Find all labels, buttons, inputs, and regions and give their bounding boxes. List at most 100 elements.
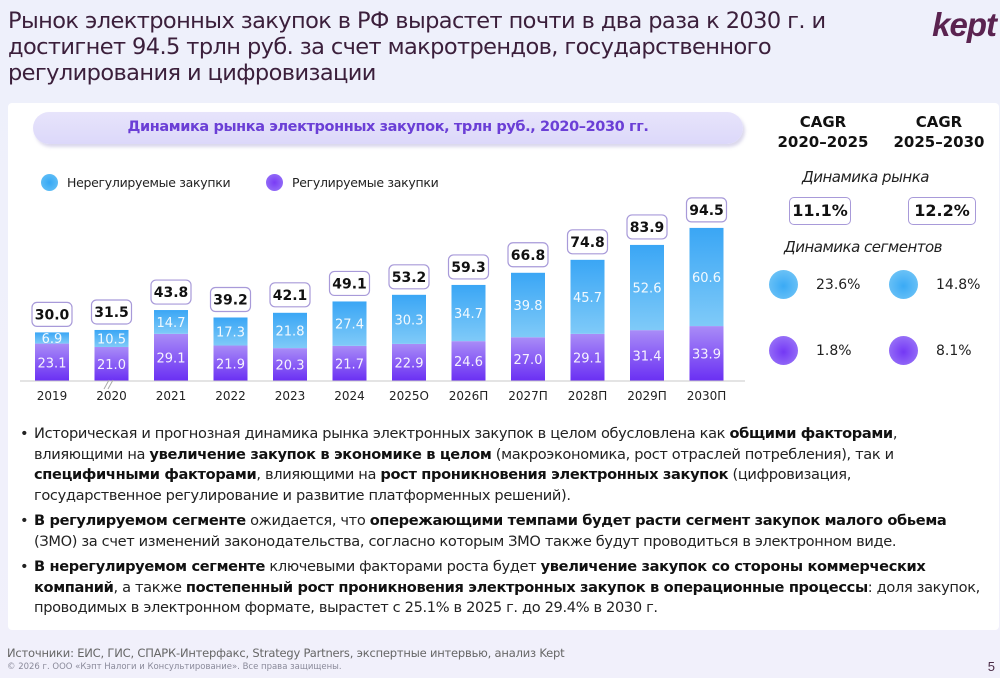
x-tick-label: 2030П (687, 389, 727, 403)
cagr-header-period: 2020–2025 (777, 133, 869, 151)
bullet-emphasis: опережающими темпами будет расти сегмент… (369, 512, 947, 529)
total-label-box (90, 299, 133, 325)
x-tick-label: 2020 (96, 389, 127, 403)
bar-label-unregulated: 14.7 (157, 316, 186, 331)
cagr-header-period: 2025–2030 (893, 133, 985, 151)
legend-item-unregulated: Нерегулируемые закупки (41, 174, 231, 191)
total-label: 83.9 (630, 220, 665, 236)
x-tick-label: 2024 (334, 389, 365, 403)
cagr-header-label: CAGR (915, 113, 963, 131)
key-findings-list: Историческая и прогнозная динамика рынка… (20, 424, 980, 624)
bar-unregulated (511, 272, 545, 338)
bar-label-regulated: 31.4 (633, 350, 662, 365)
total-label: 39.2 (213, 292, 248, 308)
bar-label-unregulated: 34.7 (454, 307, 483, 322)
total-label-box (269, 282, 311, 308)
cagr-header-label: CAGR (799, 113, 847, 131)
bullet-emphasis: В нерегулируемом сегменте (34, 558, 266, 575)
bar-regulated (630, 330, 664, 381)
segment-value: 23.6% (816, 276, 861, 293)
cagr-header-2025-2030: CAGR 2025–2030 (884, 112, 994, 152)
bullet-item: В регулируемом сегменте ожидается, что о… (20, 511, 980, 552)
bar-unregulated (630, 244, 664, 331)
bullet-emphasis: В регулируемом сегменте (34, 512, 246, 529)
bar-label-regulated: 24.6 (454, 355, 483, 370)
regulated-bubble-icon (769, 336, 798, 365)
cagr-header-2020-2025: CAGR 2020–2025 (768, 112, 878, 152)
bullet-item: Историческая и прогнозная динамика рынка… (20, 424, 980, 506)
bar-regulated (451, 341, 486, 381)
x-tick-label: 2027П (508, 389, 548, 403)
bullet-text: Историческая и прогнозная динамика рынка… (34, 425, 730, 442)
x-tick-label: 2022 (215, 389, 246, 403)
unregulated-dot-icon (41, 174, 58, 191)
bar-label-unregulated: 52.6 (633, 282, 662, 297)
total-label: 31.5 (94, 305, 129, 321)
bullet-emphasis: увеличение закупок в экономике в целом (149, 445, 492, 463)
total-label-box (328, 270, 371, 297)
total-label: 43.8 (154, 285, 189, 301)
sources-note: Источники: ЕИС, ГИС, СПАРК-Интерфакс, St… (7, 646, 565, 660)
total-label-box (507, 242, 549, 268)
bullet-emphasis: увеличение закупок со стороны коммерческ… (34, 558, 926, 596)
unregulated-cagr-2020-2025: 23.6% (769, 270, 860, 299)
bar-label-regulated: 20.3 (276, 359, 305, 374)
bar-label-regulated: 27.0 (514, 353, 543, 368)
bar-label-regulated: 23.1 (38, 356, 67, 371)
bar-unregulated (332, 301, 367, 346)
bullet-text: (ЗМО) за счет изменений законодательства… (34, 532, 897, 550)
x-tick-label: 2029П (627, 389, 667, 403)
total-label: 66.8 (511, 248, 546, 264)
bar-unregulated (392, 294, 426, 344)
segment-value: 1.8% (816, 342, 852, 359)
bar-unregulated (154, 310, 188, 334)
total-label: 74.8 (570, 235, 605, 251)
bullet-text: (макроэкономика, рост отраслей потреблен… (491, 445, 894, 463)
legend-item-regulated: Регулируемые закупки (266, 174, 439, 191)
market-cagr-2020-2025: 11.1% (789, 197, 851, 225)
bullet-text: ключевыми факторами роста будет (265, 558, 541, 575)
bar-regulated (392, 343, 426, 381)
bar-label-unregulated: 17.3 (216, 326, 245, 341)
bar-unregulated (570, 259, 605, 334)
segment-value: 8.1% (936, 342, 972, 359)
market-dynamics-label: Динамика рынка (802, 168, 929, 186)
x-tick-label: 2019 (37, 389, 68, 403)
bullet-text: , влияющими на (34, 425, 898, 463)
total-label: 30.0 (35, 307, 70, 323)
bullet-emphasis: общими факторами (729, 425, 893, 442)
bar-unregulated (689, 227, 724, 327)
bullet-text: : доля закупок, проводимых в электронном… (34, 578, 980, 617)
bar-label-unregulated: 39.8 (514, 299, 543, 314)
page-number: 5 (987, 659, 995, 674)
segment-value: 14.8% (936, 276, 981, 293)
x-tick-label: 2025О (389, 389, 429, 403)
total-label-box (566, 229, 609, 255)
segments-dynamics-label: Динамика сегментов (784, 238, 943, 256)
total-label-box (626, 214, 668, 240)
bar-regulated (213, 345, 248, 381)
bar-label-unregulated: 21.8 (276, 324, 305, 339)
total-label-box (31, 301, 73, 327)
bar-label-regulated: 33.9 (692, 348, 721, 363)
regulated-bubble-icon (889, 336, 918, 365)
total-label-box (447, 254, 490, 280)
total-label-box (209, 286, 252, 313)
market-cagr-2025-2030: 12.2% (908, 197, 976, 225)
bullet-emphasis: рост проникновения электронных закупок (380, 466, 729, 483)
bar-label-unregulated: 6.9 (42, 332, 63, 347)
bar-regulated (689, 326, 724, 381)
total-label-box (685, 197, 728, 223)
bar-regulated (35, 343, 69, 381)
bar-regulated (511, 337, 545, 381)
regulated-cagr-2025-2030: 8.1% (889, 336, 972, 365)
bar-unregulated (213, 317, 248, 346)
total-label-box (150, 279, 192, 305)
bullet-text: , а также (113, 578, 186, 596)
bar-label-regulated: 21.7 (335, 357, 364, 372)
bullet-emphasis: постепенный рост проникновения электронн… (185, 578, 868, 596)
bar-regulated (273, 348, 307, 381)
axis-break-icon (103, 379, 114, 390)
bar-label-regulated: 21.9 (216, 357, 245, 372)
bar-label-unregulated: 27.4 (335, 318, 364, 333)
